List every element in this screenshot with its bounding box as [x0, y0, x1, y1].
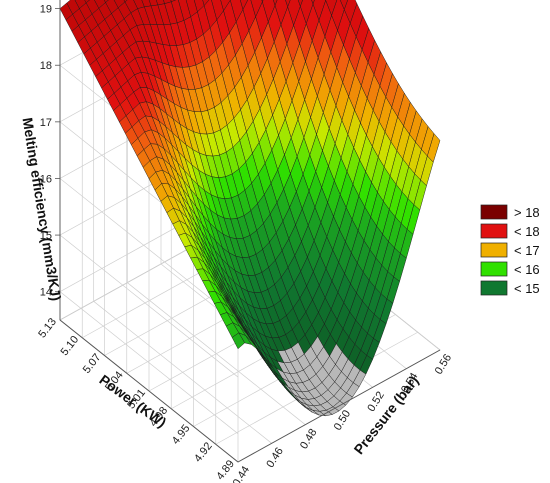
- pressure-tick-label: 0.46: [264, 445, 286, 470]
- z-tick-label: 19: [40, 4, 52, 16]
- box-edges: [59, 0, 441, 463]
- z-tick-label: 16: [40, 173, 52, 185]
- pressure-tick-label: 0.48: [298, 427, 320, 452]
- legend-swatch: [480, 261, 508, 277]
- legend-label: < 16: [514, 262, 540, 277]
- legend: > 18 < 18 < 17 < 16 < 15: [480, 204, 540, 296]
- legend-label: < 15: [514, 281, 540, 296]
- legend-label: < 18: [514, 224, 540, 239]
- pressure-tick-label: 0.56: [433, 352, 455, 377]
- response-surface: [59, 0, 441, 417]
- z-tick-label: 15: [40, 230, 52, 242]
- z-tick-label: 17: [40, 117, 52, 129]
- power-tick-label: 4.95: [170, 423, 193, 447]
- legend-swatch: [480, 280, 508, 296]
- z-tick-label: 14: [40, 287, 52, 299]
- power-tick-label: 5.13: [36, 316, 59, 340]
- surface-cell: [311, 0, 315, 5]
- surface-cell: [273, 0, 278, 6]
- legend-swatch: [480, 204, 508, 220]
- surface-cell: [285, 0, 291, 8]
- surface-cell: [231, 332, 245, 349]
- legend-swatch: [480, 242, 508, 258]
- z-axis-label: Melting efficiency (mm3/KJ): [20, 117, 65, 302]
- power-tick-label: 5.07: [81, 352, 104, 376]
- z-tick-label: 18: [40, 60, 52, 72]
- legend-label: < 17: [514, 243, 540, 258]
- power-tick-label: 4.92: [192, 440, 215, 464]
- surface-cell: [297, 0, 303, 7]
- legend-label: > 18: [514, 205, 540, 220]
- legend-swatch: [480, 223, 508, 239]
- power-tick-label: 5.10: [59, 334, 82, 358]
